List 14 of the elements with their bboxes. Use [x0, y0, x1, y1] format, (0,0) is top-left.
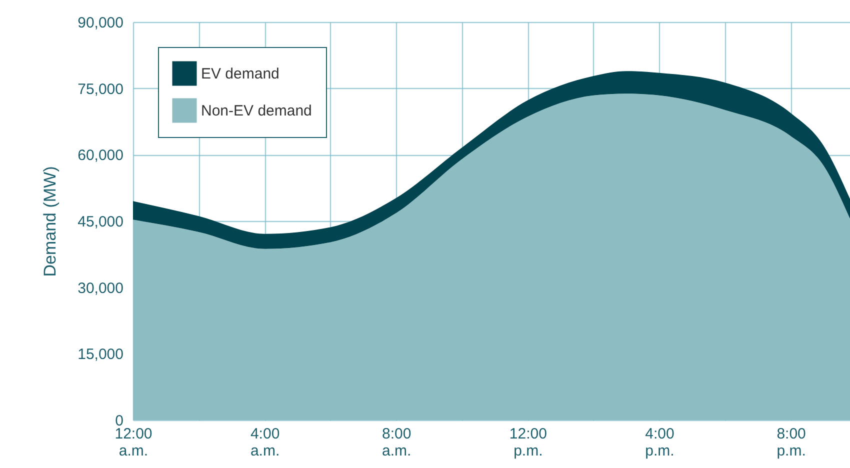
y-tick-label: 60,000 — [78, 147, 124, 164]
y-tick-label: 15,000 — [78, 346, 124, 364]
x-tick-label: 8:00 a.m. — [382, 426, 412, 460]
x-tick-label: 4:00 p.m. — [645, 426, 674, 460]
x-tick-label: 8:00 p.m. — [776, 426, 806, 460]
y-tick-label: 75,000 — [78, 80, 124, 98]
legend-label: Non-EV demand — [201, 102, 312, 120]
x-tick-label: 12:00 p.m. — [509, 426, 547, 460]
x-tick-label: 4:00 a.m. — [250, 426, 280, 460]
y-tick-label: 45,000 — [78, 214, 124, 230]
y-tick-label: 30,000 — [78, 280, 124, 297]
y-axis-title: Demand (MW) — [40, 166, 60, 277]
y-tick-label: 90,000 — [78, 14, 124, 32]
legend-label: EV demand — [201, 66, 280, 82]
